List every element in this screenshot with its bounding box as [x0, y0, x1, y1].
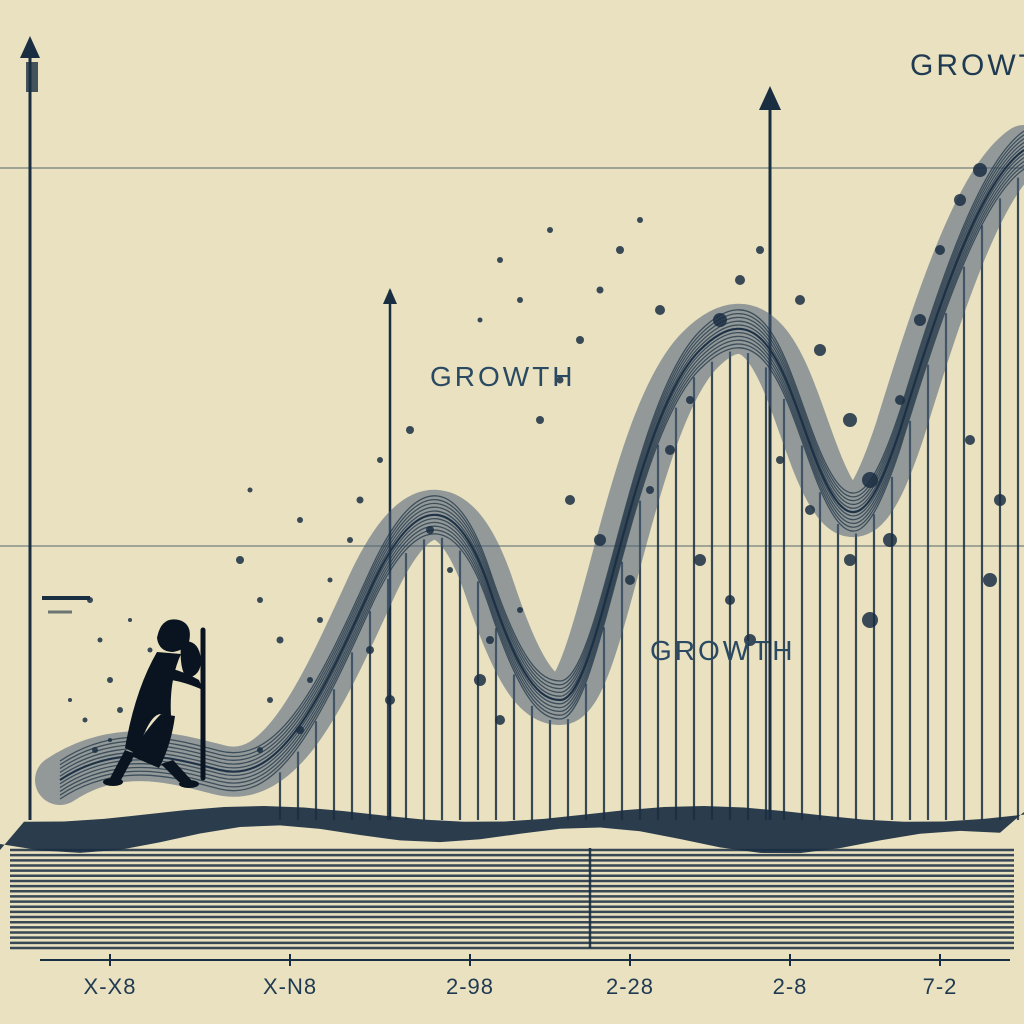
label-growth-lower: GROWTH	[650, 635, 796, 666]
growth-infographic: GROWTH GROWTH GROWTH X-X8 X-N8 2-98 2-28 2-8 7-2	[0, 0, 1024, 1024]
x-tick-1: X-N8	[263, 974, 317, 999]
x-tick-5: 7-2	[923, 974, 958, 999]
x-tick-3: 2-28	[606, 974, 654, 999]
x-tick-2: 2-98	[446, 974, 494, 999]
x-tick-4: 2-8	[773, 974, 808, 999]
x-tick-0: X-X8	[84, 974, 137, 999]
label-growth-mid: GROWTH	[430, 361, 576, 392]
label-growth-top: GROWTH	[910, 49, 1024, 82]
